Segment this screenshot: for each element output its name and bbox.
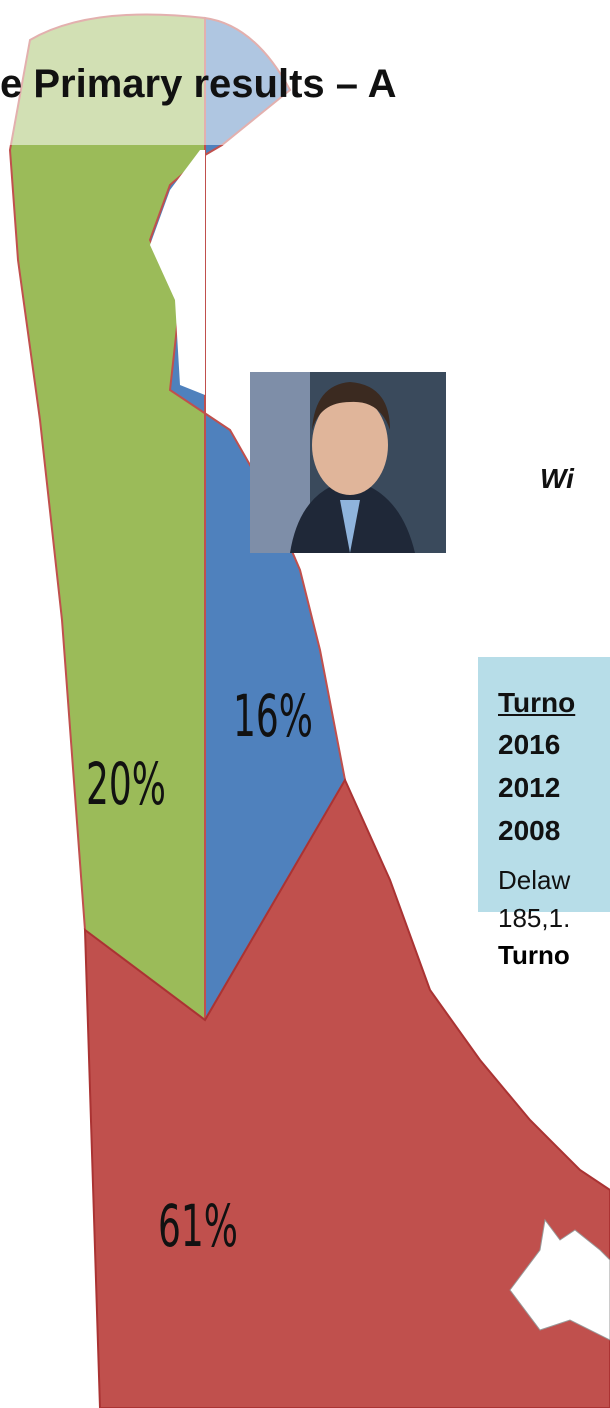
box-text: 185,1.	[498, 903, 571, 933]
year: 2016	[498, 729, 561, 760]
box-footer: Turno	[498, 940, 570, 970]
percent-label: 16%	[233, 682, 313, 750]
winner-label: Wi	[540, 463, 574, 494]
white-shape	[509, 1218, 610, 1341]
portrait	[250, 372, 446, 553]
year: 2012	[498, 772, 561, 803]
green-region	[8, 13, 206, 1022]
red-region	[83, 777, 610, 1408]
percent-label: 20%	[86, 750, 166, 818]
year: 2008	[498, 815, 561, 846]
box-text: Delaw	[498, 865, 571, 895]
top-overlay	[0, 0, 300, 145]
notch	[150, 150, 205, 395]
turnout-box: Turno 2016 2012 2008 Delaw 185,1.	[478, 657, 610, 933]
title: e Primary results – A	[0, 62, 397, 106]
percent-label: 61%	[158, 1192, 238, 1260]
box-heading: Turno	[498, 687, 576, 718]
